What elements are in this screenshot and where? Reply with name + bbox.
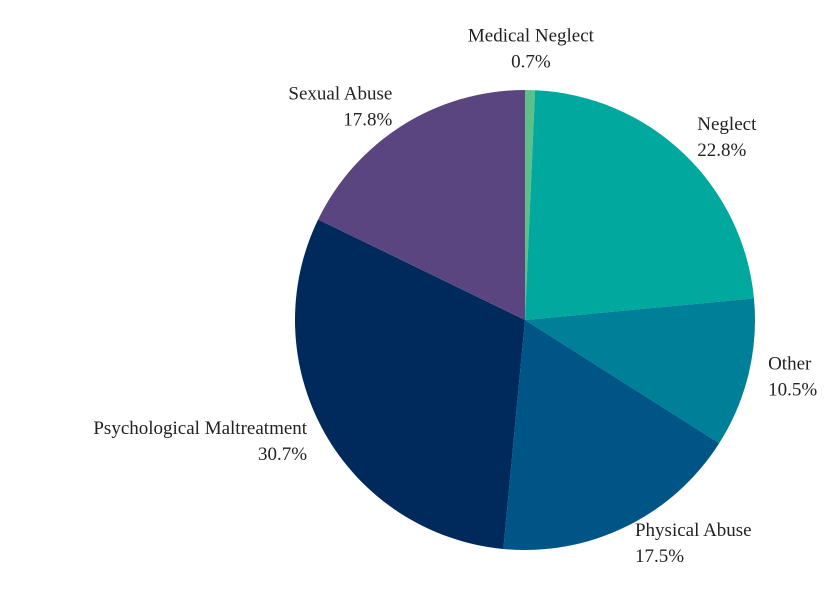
pie-slice [525, 90, 536, 320]
slice-label: Medical Neglect [468, 25, 595, 46]
pie-slice [525, 90, 754, 320]
slice-label: Sexual Abuse [288, 83, 392, 104]
slice-label: Neglect [697, 114, 757, 135]
slice-value: 17.5% [635, 546, 684, 567]
pie-slice [318, 90, 525, 320]
pie-slice [525, 298, 755, 444]
slice-label: Psychological Maltreatment [93, 418, 307, 439]
slice-value: 17.8% [343, 109, 392, 130]
slice-label: Physical Abuse [635, 520, 752, 541]
slice-value: 22.8% [697, 140, 746, 161]
slice-value: 30.7% [258, 444, 307, 465]
pie-slice [294, 219, 525, 549]
slice-label: Other [768, 354, 812, 375]
pie-slice [503, 320, 720, 550]
slice-value: 0.7% [511, 51, 551, 72]
slice-value: 10.5% [768, 380, 817, 401]
